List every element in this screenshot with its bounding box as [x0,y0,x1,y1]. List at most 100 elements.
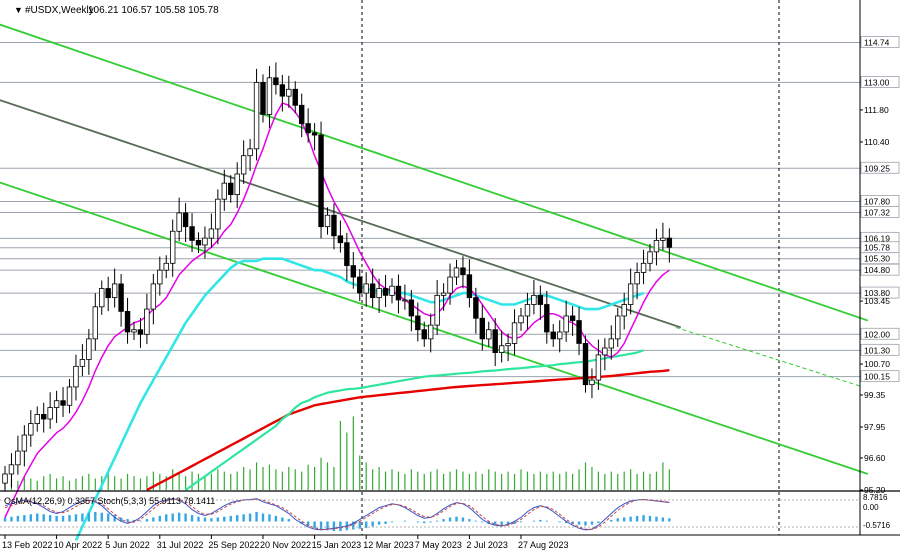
candle-bull [660,237,666,241]
candle-bull [595,354,602,381]
candle-bear [228,182,234,196]
candle-bear [395,285,402,301]
candle-bear [473,297,479,319]
candle-bull [176,212,182,232]
time-tick-label: 10 Apr 2022 [54,540,103,550]
candle-bull [8,464,15,475]
candle-bull [563,315,569,333]
candle-bull [28,423,34,436]
price-tick-label: 96.60 [864,453,886,463]
price-tick-label: 106.19 [864,233,890,243]
candle-bear [460,267,466,276]
time-tick-label: 20 Nov 2022 [260,540,311,550]
price-tick-label: 103.80 [864,288,890,298]
candle-bear [331,214,337,237]
candle-bear [124,310,131,333]
candle-bull [47,407,53,420]
price-level-box [860,286,900,299]
candle-bear [537,294,544,305]
candle-bull [498,345,505,354]
candle-bear [344,242,350,266]
time-tick-label: 13 Feb 2022 [2,540,53,550]
channel-middle-line [0,99,682,329]
candle-bull [79,359,86,367]
candle-bull [286,88,292,97]
candle-bull [447,276,453,294]
price-tick-label: 105.78 [864,243,890,253]
candle-bear [466,274,473,299]
candle-bull [208,228,215,239]
candle-bull [363,283,369,294]
candle-bull [376,288,382,299]
candle-bull [99,288,105,308]
candle-bear [273,77,279,86]
time-tick-label: 5 Jun 2022 [105,540,150,550]
price-level-box [860,161,900,174]
candle-bear [279,84,286,97]
candle-bull [240,155,247,175]
candle-bull [144,308,150,335]
candle-bull [150,283,157,310]
indicator-axis-label: -0.5716 [863,521,891,530]
candle-bull [389,285,395,296]
candle-bear [576,320,582,344]
time-tick-label: 12 Mar 2023 [363,540,414,550]
price-tick-label: 99.35 [864,390,886,400]
time-tick-label: 2 Jul 2023 [466,540,508,550]
stoch-signal-line [4,498,670,531]
price-tick-label: 109.25 [864,163,890,173]
candle-bull [518,315,524,324]
price-level-box [860,343,900,356]
candle-bear [408,299,415,317]
candle-bull [92,306,98,340]
candle-bull [621,304,627,317]
ma-teal-line [184,349,644,491]
price-tick-label: 107.80 [864,196,890,206]
candle-bull [640,262,647,273]
ma-magenta-line [4,102,670,518]
candle-bear [492,329,498,354]
price-level-box [860,76,900,88]
candle-bear [382,288,389,296]
candle-bull [131,329,137,333]
candle-bull [21,434,28,452]
candle-bull [634,272,640,285]
indicator-header: OsMA(12,26,9) 0.3357 Stoch(5,3,3) 55.911… [4,496,215,506]
candle-bull [157,269,163,285]
candle-bull [215,198,221,230]
time-axis: 13 Feb 2022 10 Apr 2022 5 Jun 2022 31 Jul 2… [0,534,900,550]
candle-bull [34,414,40,424]
candle-bear [337,235,344,244]
indicator-axis-label: 0.00 [863,503,879,512]
candle-bull [453,267,460,278]
time-tick-label: 25 Sep 2022 [208,540,259,550]
candle-bull [253,82,260,150]
price-level-box [860,370,900,383]
time-tick-label: 31 Jul 2022 [157,540,204,550]
candle-bear [350,265,356,278]
menu-arrow-icon[interactable]: ▼ [14,5,23,15]
price-tick-label: 104.80 [864,265,890,275]
candle-bear [182,212,189,228]
time-tick-label: 15 Jan 2023 [312,540,362,550]
price-tick-label: 107.32 [864,207,890,217]
candle-bull [524,304,531,317]
candle-bull [647,251,653,264]
time-tick-label: 27 Aug 2023 [518,540,569,550]
channel-middle-projection [675,326,864,388]
candle-bear [60,400,66,406]
price-tick-label: 114.74 [864,38,890,48]
price-tick-label: 95.20 [864,485,886,495]
price-tick-label: 102.00 [864,329,890,339]
candle-bull [202,237,208,246]
candle-bull [486,329,492,340]
candle-bear [118,283,124,312]
candle-bear [41,414,47,420]
price-level-box [860,263,900,276]
candle-bull [627,283,634,305]
candle-bull [2,473,8,484]
candle-bear [369,283,376,299]
candle-bull [15,450,21,466]
